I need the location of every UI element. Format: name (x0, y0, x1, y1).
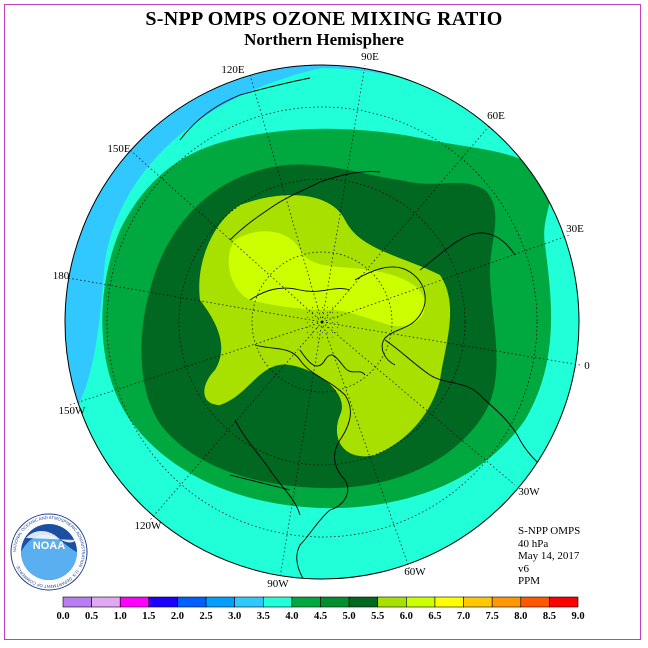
colorbar-swatch (62, 596, 92, 608)
colorbar-tick-label: 1.5 (142, 611, 155, 622)
colorbar-tick-label: 4.0 (285, 611, 298, 622)
graticule (67, 64, 581, 579)
lon-label-150w: 150W (59, 405, 87, 417)
image-frame (4, 4, 641, 640)
colorbar-tick-label: 2.0 (171, 611, 184, 622)
colorbar-swatch (320, 596, 350, 608)
info-date: May 14, 2017 (518, 550, 580, 562)
colorbar-swatch (291, 596, 321, 608)
colorbar: 0.0 0.5 1.0 1.5 2.0 2.5 3.0 3.5 4.0 4.5 5.0 5.5 6.0 6… (56, 596, 585, 622)
colorbar-tick-label: 1.0 (114, 611, 127, 622)
lon-label-30e: 30E (566, 223, 584, 235)
colorbar-swatch (205, 596, 235, 608)
lon-label-180: 180 (53, 270, 70, 282)
colorbar-tick-label: 9.0 (571, 611, 584, 622)
colorbar-tick-label: 8.5 (543, 611, 556, 622)
colorbar-swatch (91, 596, 121, 608)
map-title: S-NPP OMPS OZONE MIXING RATIO (145, 8, 503, 30)
colorbar-swatch (348, 596, 379, 608)
colorbar-tick-label: 4.5 (314, 611, 327, 622)
info-units: PPM (518, 575, 541, 587)
contour-5.5-6.0 (228, 231, 425, 327)
colorbar-tick-label: 6.0 (400, 611, 413, 622)
colorbar-swatch (119, 596, 150, 608)
colorbar-tick-label: 3.5 (257, 611, 270, 622)
colorbar-tick-label: 0.5 (85, 611, 98, 622)
colorbar-swatch (463, 596, 493, 608)
noaa-logo: NOAA NATIONAL OCEANIC AND ATMOSPHERIC AD… (10, 513, 88, 591)
coastlines (179, 77, 561, 579)
lon-label-120w: 120W (135, 520, 163, 532)
colorbar-tick-label: 6.5 (428, 611, 441, 622)
colorbar-swatch (148, 596, 178, 608)
info-instrument: S-NPP OMPS (518, 525, 581, 537)
colorbar-swatch (177, 596, 207, 608)
colorbar-swatch (406, 596, 436, 608)
colorbar-swatch (549, 596, 579, 608)
lon-label-90e: 90E (361, 51, 379, 63)
colorbar-tick-label: 2.5 (199, 611, 212, 622)
lon-label-60e: 60E (487, 110, 505, 122)
colorbar-tick-label: 3.0 (228, 611, 241, 622)
colorbar-tick-label: 7.0 (457, 611, 470, 622)
lon-label-0: 0 (584, 360, 590, 372)
colorbar-tick-label: 5.0 (343, 611, 356, 622)
lon-label-120e: 120E (221, 64, 245, 76)
colorbar-swatch (491, 596, 522, 608)
colorbar-swatch (434, 596, 464, 608)
colorbar-tick-label: 5.5 (371, 611, 384, 622)
map-subtitle: Northern Hemisphere (244, 30, 404, 49)
map-boundary (64, 64, 580, 580)
colorbar-swatch (520, 596, 550, 608)
info-block: S-NPP OMPS 40 hPa May 14, 2017 v6 PPM (518, 525, 580, 588)
noaa-logo-text: NOAA (33, 540, 65, 552)
lon-label-90w: 90W (267, 578, 289, 590)
colorbar-swatch (377, 596, 407, 608)
lon-label-150e: 150E (107, 143, 131, 155)
lon-label-60w: 60W (404, 566, 426, 578)
lon-label-30w: 30W (518, 486, 540, 498)
colorbar-tick-label: 0.0 (56, 611, 69, 622)
ozone-field (65, 65, 579, 579)
info-version: v6 (518, 562, 529, 575)
colorbar-tick-label: 7.5 (486, 611, 499, 622)
info-level: 40 hPa (518, 537, 549, 550)
colorbar-tick-label: 8.0 (514, 611, 527, 622)
colorbar-swatch (234, 596, 264, 608)
colorbar-swatch (262, 596, 293, 608)
